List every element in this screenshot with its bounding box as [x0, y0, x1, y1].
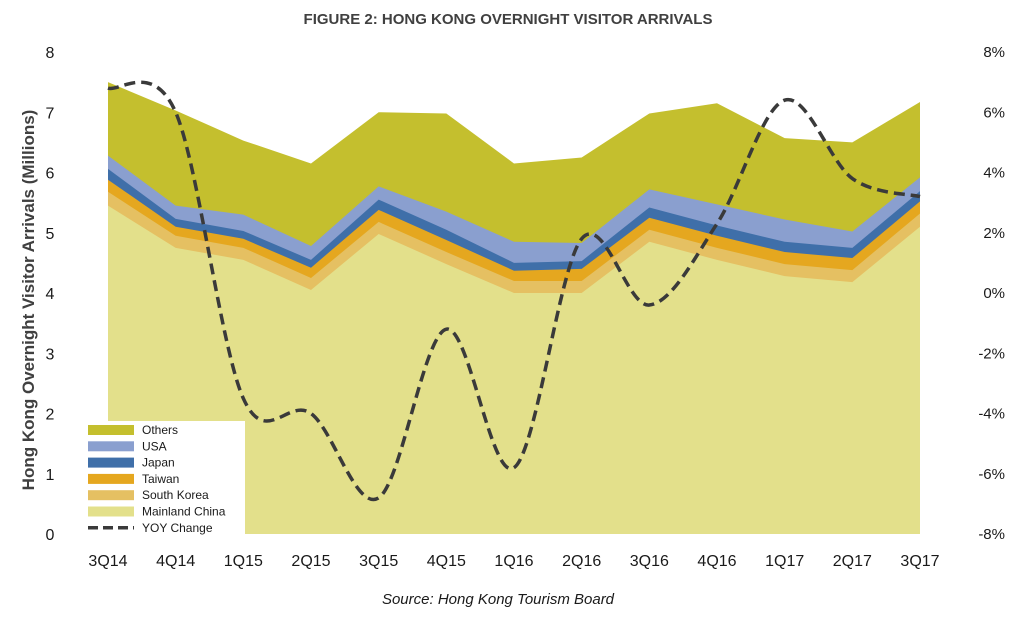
legend-swatch-usa	[88, 441, 134, 452]
y2-tick-label: 2%	[983, 225, 1005, 242]
y-tick-label: 4	[46, 286, 55, 303]
legend-swatch-south-korea	[88, 490, 134, 501]
legend: Others USA Japan Taiwan South Korea Mainland …	[76, 421, 245, 535]
x-tick-label: 3Q15	[359, 553, 398, 570]
y-tick-label: 8	[46, 45, 55, 62]
x-tick-label: 2Q16	[562, 553, 601, 570]
y-tick-label: 3	[46, 346, 55, 363]
x-axis-ticks: 3Q14 4Q14 1Q15 2Q15 3Q15 4Q15 1Q16 2Q16 3Q16 4Q16…	[88, 553, 939, 570]
area-layers	[108, 82, 920, 535]
x-tick-label: 2Q15	[291, 553, 330, 570]
x-tick-label: 4Q15	[427, 553, 466, 570]
yoy-line-layer	[107, 80, 921, 502]
source-note: Source: Hong Kong Tourism Board	[382, 591, 615, 608]
legend-label-others: Others	[142, 423, 178, 437]
y2-tick-label: 6%	[983, 104, 1005, 121]
legend-swatch-taiwan	[88, 473, 134, 484]
legend-label-mainland-china: Mainland China	[142, 505, 226, 519]
legend-swatch-japan	[88, 457, 134, 468]
legend-label-japan: Japan	[142, 456, 175, 470]
legend-label-south-korea: South Korea	[142, 488, 209, 502]
area-mainland-china	[108, 205, 920, 534]
x-tick-label: 1Q16	[494, 553, 533, 570]
legend-swatch-mainland-china	[88, 506, 134, 517]
right-axis-ticks: -8% -6% -4% -2% 0% 2% 4% 6% 8%	[978, 44, 1005, 543]
x-tick-label: 2Q17	[833, 553, 872, 570]
x-tick-label: 4Q16	[697, 553, 736, 570]
legend-swatch-others	[88, 425, 134, 435]
y2-tick-label: -6%	[978, 466, 1005, 483]
y-tick-label: 1	[46, 467, 55, 484]
x-tick-label: 4Q14	[156, 553, 195, 570]
y-axis-label: Hong Kong Overnight Visitor Arrivals (Mi…	[19, 110, 38, 491]
legend-label-usa: USA	[142, 439, 167, 453]
y2-tick-label: -4%	[978, 406, 1005, 423]
yoy-change-line	[107, 80, 921, 502]
y-tick-label: 0	[46, 527, 55, 544]
y2-tick-label: 0%	[983, 285, 1005, 302]
y2-tick-label: 8%	[983, 44, 1005, 61]
y2-tick-label: 4%	[983, 165, 1005, 182]
x-tick-label: 1Q15	[224, 553, 263, 570]
left-axis-ticks: 0 1 2 3 4 5 6 7 8	[46, 45, 55, 544]
y-tick-label: 2	[46, 407, 55, 424]
legend-label-yoy-change: YOY Change	[142, 521, 213, 535]
y-tick-label: 5	[46, 226, 55, 243]
legend-label-taiwan: Taiwan	[142, 472, 179, 486]
y2-tick-label: -2%	[978, 345, 1005, 362]
x-tick-label: 3Q17	[900, 553, 939, 570]
x-tick-label: 3Q16	[630, 553, 669, 570]
x-tick-label: 1Q17	[765, 553, 804, 570]
chart-title: FIGURE 2: HONG KONG OVERNIGHT VISITOR AR…	[304, 11, 713, 28]
y-tick-label: 6	[46, 166, 55, 183]
y-tick-label: 7	[46, 105, 55, 122]
x-tick-label: 3Q14	[88, 553, 127, 570]
y2-tick-label: -8%	[978, 526, 1005, 543]
